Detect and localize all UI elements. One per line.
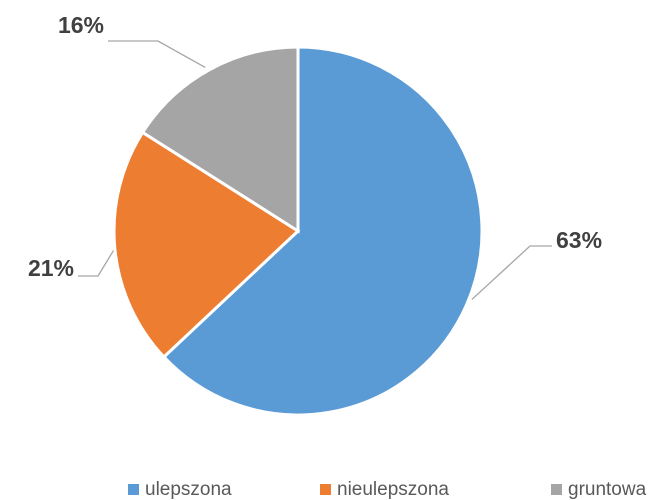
pie-slice [140, 45, 300, 234]
data-label: 16% [58, 12, 104, 38]
leader-line [471, 245, 552, 300]
pie-slice [161, 45, 484, 417]
legend-swatch [128, 484, 139, 495]
legend-label: nieulepszona [337, 479, 449, 500]
leader-line [78, 250, 115, 277]
data-label: 21% [28, 255, 74, 281]
leader-line [108, 40, 206, 69]
legend-swatch [551, 484, 562, 495]
data-label: 63% [556, 227, 602, 253]
legend-label: ulepszona [145, 479, 232, 500]
legend-swatch [320, 484, 331, 495]
pie-slice [112, 130, 301, 360]
legend-label: gruntowa [568, 479, 647, 500]
